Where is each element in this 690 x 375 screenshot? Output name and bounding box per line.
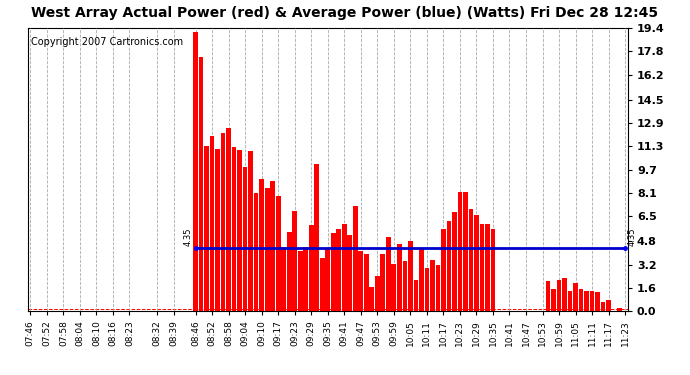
- Bar: [485, 224, 490, 311]
- Bar: [364, 254, 368, 311]
- Bar: [309, 225, 313, 311]
- Bar: [430, 260, 435, 311]
- Bar: [237, 150, 242, 311]
- Bar: [557, 280, 562, 311]
- Bar: [304, 247, 308, 311]
- Bar: [293, 211, 297, 311]
- Bar: [408, 241, 413, 311]
- Bar: [419, 249, 424, 311]
- Text: 4.35: 4.35: [184, 227, 193, 246]
- Text: Copyright 2007 Cartronics.com: Copyright 2007 Cartronics.com: [30, 37, 183, 46]
- Bar: [590, 291, 595, 311]
- Bar: [579, 290, 584, 311]
- Bar: [573, 283, 578, 311]
- Bar: [204, 146, 209, 311]
- Bar: [320, 258, 324, 311]
- Bar: [491, 229, 495, 311]
- Bar: [331, 232, 335, 311]
- Bar: [221, 133, 226, 311]
- Bar: [463, 192, 468, 311]
- Bar: [424, 268, 429, 311]
- Bar: [380, 254, 385, 311]
- Bar: [397, 244, 402, 311]
- Bar: [298, 251, 302, 311]
- Bar: [276, 196, 281, 311]
- Bar: [342, 224, 346, 311]
- Bar: [243, 167, 248, 311]
- Bar: [469, 209, 473, 311]
- Text: West Array Actual Power (red) & Average Power (blue) (Watts) Fri Dec 28 12:45: West Array Actual Power (red) & Average …: [32, 6, 658, 20]
- Bar: [413, 280, 418, 311]
- Bar: [215, 149, 220, 311]
- Bar: [546, 282, 551, 311]
- Bar: [199, 57, 204, 311]
- Bar: [386, 237, 391, 311]
- Bar: [480, 224, 484, 311]
- Bar: [457, 192, 462, 311]
- Bar: [287, 232, 292, 311]
- Bar: [259, 179, 264, 311]
- Bar: [391, 264, 396, 311]
- Bar: [375, 276, 380, 311]
- Bar: [584, 291, 589, 311]
- Text: 4.35: 4.35: [628, 227, 637, 246]
- Bar: [226, 128, 231, 311]
- Bar: [474, 214, 479, 311]
- Bar: [595, 292, 600, 311]
- Bar: [210, 136, 215, 311]
- Bar: [282, 247, 286, 311]
- Bar: [441, 229, 446, 311]
- Bar: [607, 300, 611, 311]
- Bar: [568, 291, 573, 311]
- Bar: [348, 236, 352, 311]
- Bar: [232, 147, 237, 311]
- Bar: [337, 229, 341, 311]
- Bar: [562, 278, 567, 311]
- Bar: [402, 261, 407, 311]
- Bar: [270, 181, 275, 311]
- Bar: [452, 211, 457, 311]
- Bar: [618, 308, 622, 311]
- Bar: [358, 251, 363, 311]
- Bar: [265, 188, 270, 311]
- Bar: [254, 193, 259, 311]
- Bar: [248, 151, 253, 311]
- Bar: [601, 302, 605, 311]
- Bar: [435, 265, 440, 311]
- Bar: [369, 287, 374, 311]
- Bar: [326, 248, 330, 311]
- Bar: [446, 221, 451, 311]
- Bar: [315, 164, 319, 311]
- Bar: [353, 206, 357, 311]
- Bar: [551, 289, 556, 311]
- Bar: [193, 32, 198, 311]
